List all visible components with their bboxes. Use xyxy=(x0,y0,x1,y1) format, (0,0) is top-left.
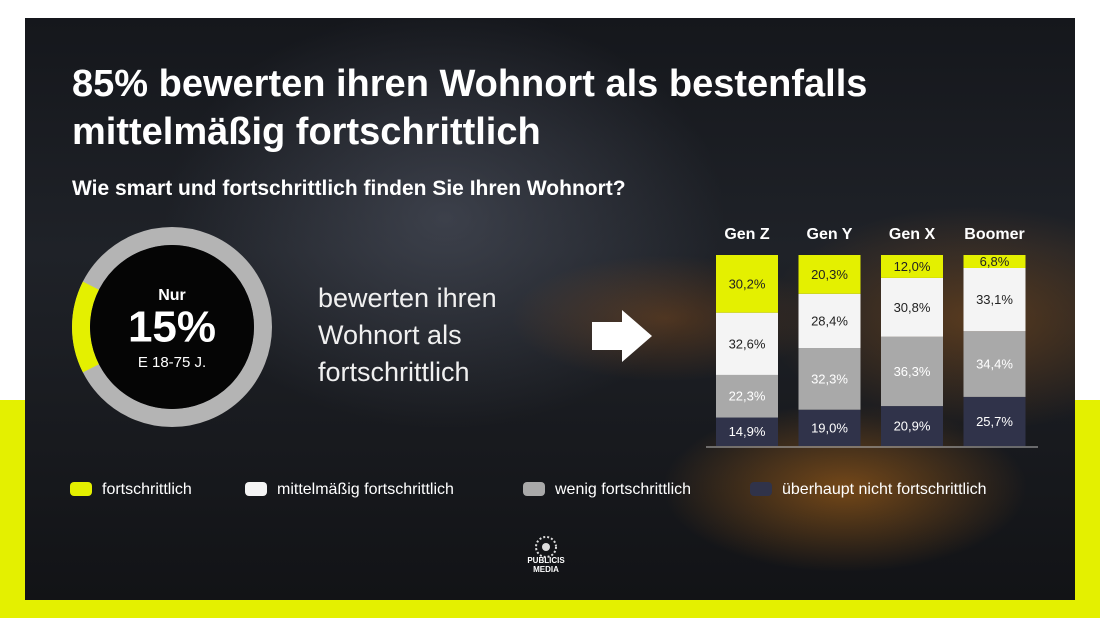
bar-segment xyxy=(798,409,861,446)
bar-segment xyxy=(963,255,1026,268)
legend-label: fortschrittlich xyxy=(102,481,192,498)
category-label: Gen Z xyxy=(724,226,770,243)
legend-swatch xyxy=(245,482,267,496)
bar-segment xyxy=(798,293,861,349)
value-label: 32,3% xyxy=(811,371,848,386)
donut-prefix: Nur xyxy=(158,287,186,304)
bar-segment xyxy=(798,255,861,294)
category-label: Gen X xyxy=(889,226,936,243)
value-label: 14,9% xyxy=(729,424,766,439)
value-label: 30,8% xyxy=(894,300,931,315)
bar-segment xyxy=(716,255,778,313)
legend-label: wenig fortschrittlich xyxy=(554,481,691,498)
bar-segment xyxy=(798,348,861,410)
value-label: 19,0% xyxy=(811,420,848,435)
donut-note: E 18-75 J. xyxy=(138,354,206,371)
bar-segment xyxy=(963,396,1026,446)
subtitle: Wie smart und fortschrittlich finden Sie… xyxy=(72,177,626,200)
value-label: 30,2% xyxy=(729,276,766,291)
bar-segment xyxy=(716,417,778,446)
bar-segment xyxy=(881,255,943,278)
legend-label: überhaupt nicht fortschrittlich xyxy=(782,481,987,498)
bar-segment xyxy=(963,267,1026,332)
value-label: 33,1% xyxy=(976,292,1013,307)
logo: PUBLICIS MEDIA xyxy=(527,556,565,574)
value-label: 22,3% xyxy=(729,389,766,404)
value-label: 36,3% xyxy=(894,364,931,379)
legend-swatch xyxy=(70,482,92,496)
legend-label: mittelmäßig fortschrittlich xyxy=(277,481,454,498)
value-label: 20,3% xyxy=(811,267,848,282)
bar-segment xyxy=(716,374,778,418)
donut-center xyxy=(90,245,254,409)
bar-segment xyxy=(881,406,943,446)
donut-caption: bewerten ihren Wohnort als fortschrittli… xyxy=(318,283,497,387)
value-label: 28,4% xyxy=(811,313,848,328)
bar-segment xyxy=(881,277,943,337)
title: 85% bewerten ihren Wohnort als bestenfal… xyxy=(72,63,868,153)
legend-swatch xyxy=(750,482,772,496)
value-label: 20,9% xyxy=(894,418,931,433)
value-label: 6,8% xyxy=(980,254,1010,269)
bar-segment xyxy=(963,331,1026,397)
bar-segment xyxy=(716,312,778,375)
donut-value: 15% xyxy=(128,303,216,352)
value-label: 34,4% xyxy=(976,356,1013,371)
category-label: Boomer xyxy=(964,226,1024,243)
legend-swatch xyxy=(523,482,545,496)
arrow xyxy=(592,310,652,362)
category-label: Gen Y xyxy=(807,226,853,243)
value-label: 32,6% xyxy=(729,336,766,351)
donut-arc xyxy=(72,281,100,373)
logo-mark xyxy=(535,536,557,558)
bar-segment xyxy=(881,336,943,407)
value-label: 12,0% xyxy=(894,259,931,274)
value-label: 25,7% xyxy=(976,414,1013,429)
